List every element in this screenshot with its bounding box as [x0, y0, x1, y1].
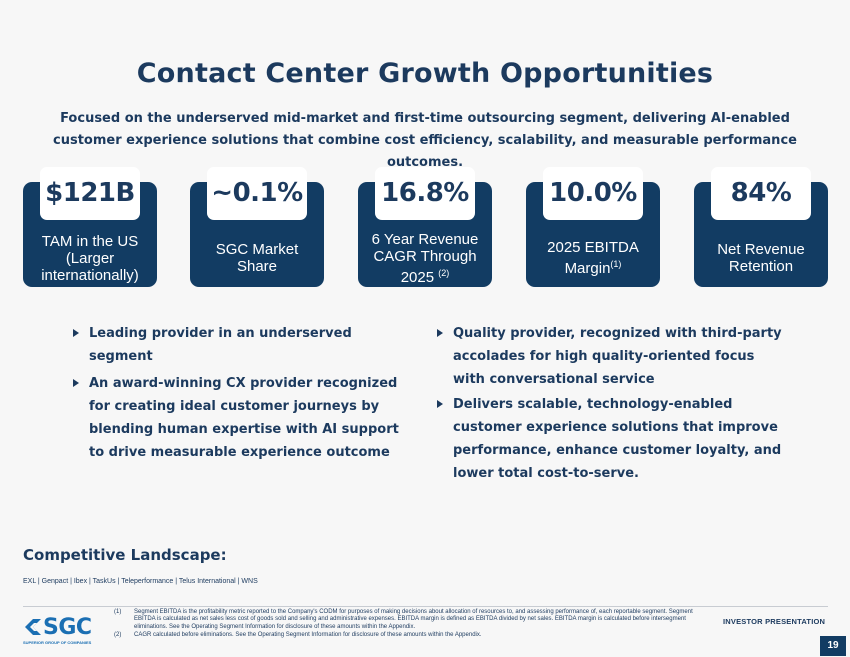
- bullet-arrow-icon: [73, 329, 79, 337]
- footnote-ref: (2): [438, 267, 450, 278]
- stat-label-line1: Net Revenue: [717, 241, 805, 258]
- stat-value: 16.8%: [375, 167, 475, 220]
- stat-label: 6 Year Revenue CAGR Through 2025 (2): [362, 230, 488, 286]
- stat-label-line1: SGC Market: [215, 241, 299, 258]
- stat-label-line1: 6 Year Revenue CAGR Through: [371, 230, 479, 265]
- stat-label-line2: Margin: [564, 260, 611, 277]
- stat-label: SGC Market Share: [194, 231, 320, 285]
- stat-value: $121B: [40, 167, 140, 220]
- footnotes: (1) Segment EBITDA is the profitability …: [114, 609, 714, 640]
- page-subtitle: Focused on the underserved mid-market an…: [53, 111, 797, 170]
- footer-divider: [23, 606, 828, 607]
- stat-label-line2: Share: [236, 258, 277, 275]
- page-number: 19: [820, 636, 846, 656]
- footnote-ref: (1): [610, 259, 622, 269]
- stat-label: Net Revenue Retention: [698, 231, 824, 285]
- bullet-arrow-icon: [437, 400, 443, 408]
- stats-row: $121B TAM in the US (Larger internationa…: [23, 167, 828, 287]
- bullet-text: Delivers scalable, technology-enabled cu…: [453, 397, 782, 481]
- stat-label-line2: 2025: [400, 268, 435, 286]
- page-title: Contact Center Growth Opportunities: [136, 58, 714, 89]
- bullet-item: An award-winning CX provider recognized …: [73, 372, 413, 464]
- stat-value: 10.0%: [543, 167, 643, 220]
- stat-label-line1: TAM in the US: [41, 232, 139, 250]
- footnote: (2) CAGR calculated before eliminations.…: [114, 632, 714, 639]
- footnote: (1) Segment EBITDA is the profitability …: [114, 609, 714, 631]
- bullet-item: Delivers scalable, technology-enabled cu…: [437, 393, 782, 485]
- stat-card-revenue-cagr: 16.8% 6 Year Revenue CAGR Through 2025 (…: [358, 167, 492, 287]
- stat-value: ~0.1%: [207, 167, 307, 220]
- competitive-landscape-heading: Competitive Landscape:: [23, 546, 227, 564]
- bullet-text: Leading provider in an underserved segme…: [89, 326, 352, 364]
- company-logo: SGC SUPERIOR GROUP OF COMPANIES: [23, 615, 108, 646]
- bullet-text: An award-winning CX provider recognized …: [89, 376, 399, 460]
- stat-card-tam: $121B TAM in the US (Larger internationa…: [23, 167, 157, 287]
- bullet-item: Leading provider in an underserved segme…: [73, 322, 413, 368]
- stat-label-line2: Retention: [728, 258, 794, 275]
- stat-label: TAM in the US (Larger internationally): [27, 231, 153, 285]
- footnote-text: Segment EBITDA is the profitability metr…: [134, 609, 693, 630]
- stat-card-ebitda-margin: 10.0% 2025 EBITDA Margin(1): [526, 167, 660, 287]
- bullet-list-left: Leading provider in an underserved segme…: [73, 322, 413, 464]
- bullet-arrow-icon: [73, 379, 79, 387]
- stat-value: 84%: [711, 167, 811, 220]
- investor-presentation-label: INVESTOR PRESENTATION: [723, 617, 826, 626]
- bullet-arrow-icon: [437, 329, 443, 337]
- logo-wordmark: SGC: [43, 615, 92, 640]
- logo-mark-icon: [25, 619, 41, 635]
- bullet-item: Quality provider, recognized with third-…: [437, 322, 782, 391]
- bullet-text: Quality provider, recognized with third-…: [453, 326, 782, 387]
- logo-tagline: SUPERIOR GROUP OF COMPANIES: [23, 640, 92, 645]
- competitor-list: EXL | Genpact | Ibex | TaskUs | Teleperf…: [23, 578, 258, 585]
- bullet-list-right: Quality provider, recognized with third-…: [437, 322, 782, 485]
- stat-label: 2025 EBITDA Margin(1): [530, 231, 656, 285]
- stat-card-net-revenue-retention: 84% Net Revenue Retention: [694, 167, 828, 287]
- footnote-number: (2): [114, 632, 122, 639]
- footnote-number: (1): [114, 609, 122, 615]
- stat-card-market-share: ~0.1% SGC Market Share: [190, 167, 324, 287]
- footnote-text: CAGR calculated before eliminations. See…: [134, 632, 482, 639]
- stat-label-line2: (Larger internationally): [41, 249, 139, 284]
- stat-label-line1: 2025 EBITDA: [547, 239, 639, 256]
